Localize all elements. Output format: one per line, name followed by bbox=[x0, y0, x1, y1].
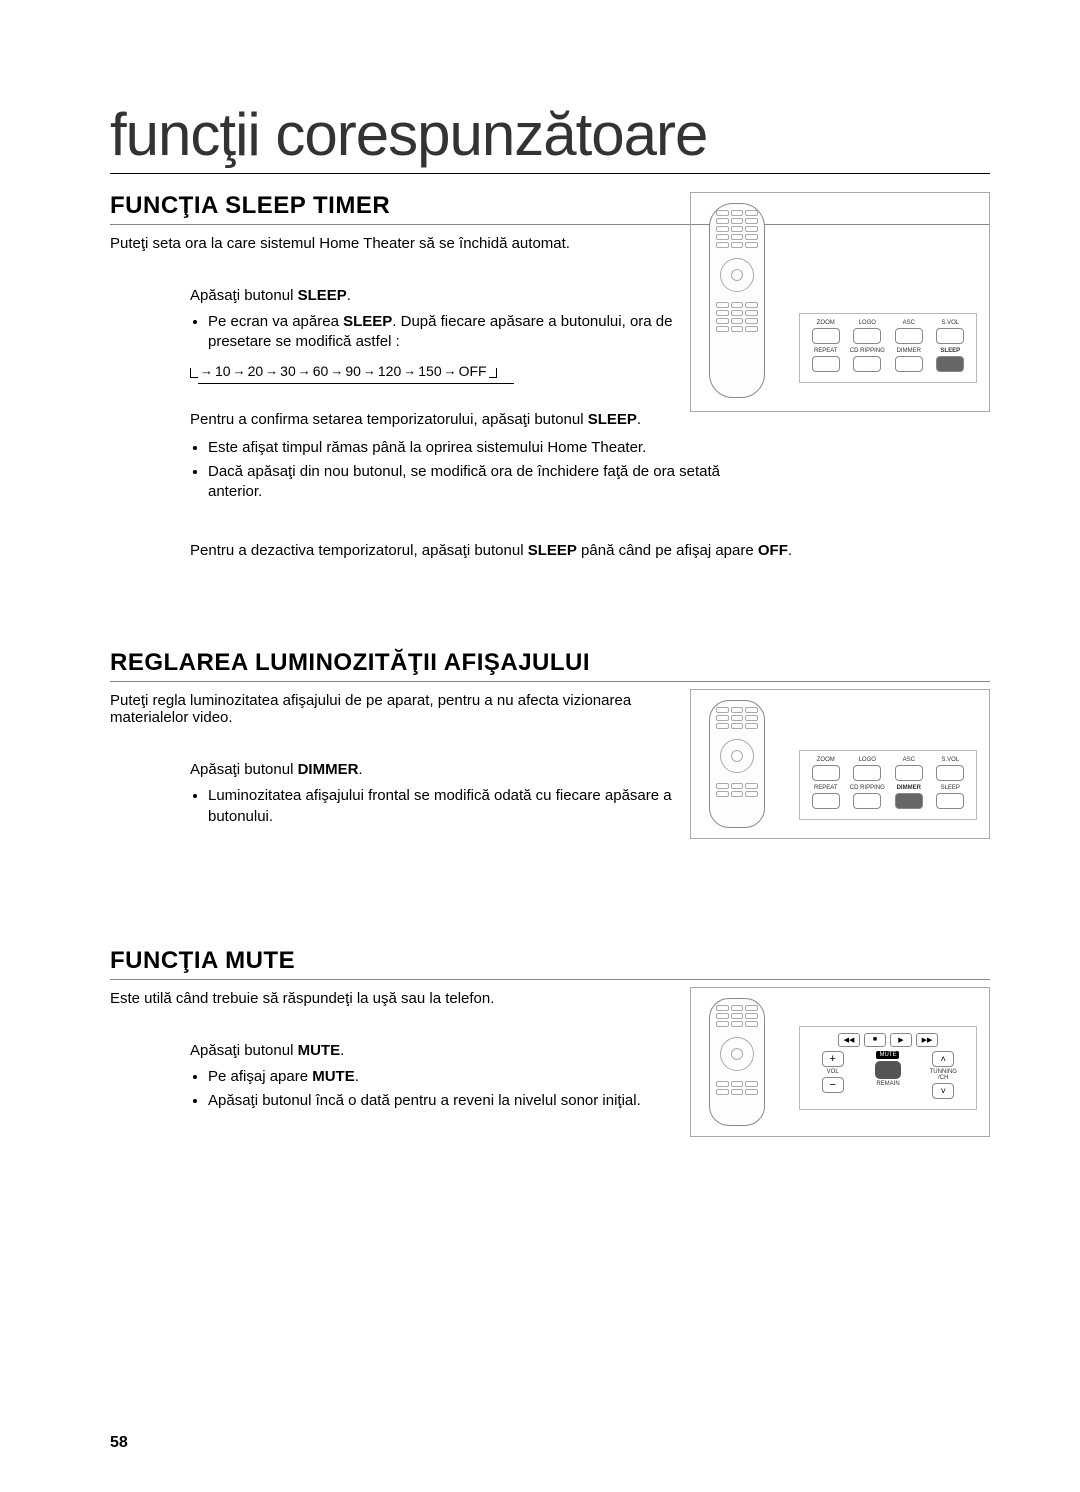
section-mute: FUNCŢIA MUTE Este utilă când trebuie să … bbox=[110, 947, 990, 1112]
mute-button-icon bbox=[875, 1061, 901, 1079]
mute-label: MUTE bbox=[876, 1051, 899, 1059]
label-sleep: SLEEP bbox=[941, 785, 960, 791]
remote-icon bbox=[709, 998, 765, 1126]
section-dimmer: REGLAREA LUMINOZITĂŢII AFIŞAJULUI Puteţi… bbox=[110, 649, 990, 827]
label-zoom: ZOOM bbox=[817, 757, 835, 763]
zoom-button-icon bbox=[812, 328, 840, 344]
svol-button-icon bbox=[936, 765, 964, 781]
dimmer-button-icon bbox=[895, 356, 923, 372]
remain-caption: REMAIN bbox=[876, 1081, 899, 1087]
rewind-icon: ◀◀ bbox=[838, 1033, 860, 1047]
vol-caption: VOL bbox=[827, 1069, 839, 1075]
sleep-deactivate-line: Pentru a dezactiva temporizatorul, apăsa… bbox=[190, 542, 930, 559]
asc-button-icon bbox=[895, 328, 923, 344]
chapter-title: funcţii corespunzătoare bbox=[110, 100, 990, 174]
label-repeat: REPEAT bbox=[814, 785, 838, 791]
label-asc: ASC bbox=[903, 757, 915, 763]
mute-heading: FUNCŢIA MUTE bbox=[110, 947, 990, 980]
sleep-press-line: Apăsaţi butonul SLEEP. bbox=[190, 287, 730, 304]
cdrip-button-icon bbox=[853, 356, 881, 372]
label-dimmer: DIMMER bbox=[897, 785, 921, 791]
sleep-confirm-line: Pentru a confirma setarea temporizatorul… bbox=[190, 409, 730, 430]
dimmer-press-line: Apăsaţi butonul DIMMER. bbox=[190, 761, 730, 778]
svol-button-icon bbox=[936, 328, 964, 344]
remote-icon bbox=[709, 203, 765, 398]
label-asc: ASC bbox=[903, 320, 915, 326]
sleep-illustration: ZOOM LOGO ASC S.VOL REPEAT CD RIPPING DI… bbox=[690, 192, 990, 412]
ch-up-icon: ˄ bbox=[932, 1051, 954, 1067]
section-sleep-timer: FUNCŢIA SLEEP TIMER Puteţi seta ora la c… bbox=[110, 192, 990, 559]
asc-button-icon bbox=[895, 765, 923, 781]
label-logo: LOGO bbox=[859, 320, 876, 326]
tuning-caption: TUNNING/CH bbox=[930, 1069, 957, 1081]
sleep-confirm-bullet-1: Este afişat timpul rămas până la oprirea… bbox=[208, 438, 730, 458]
label-repeat: REPEAT bbox=[814, 348, 838, 354]
page-number: 58 bbox=[110, 1434, 128, 1452]
mute-bullet-1: Pe afişaj apare MUTE. bbox=[208, 1067, 730, 1087]
label-logo: LOGO bbox=[859, 757, 876, 763]
repeat-button-icon bbox=[812, 356, 840, 372]
play-icon: ▶ bbox=[890, 1033, 912, 1047]
label-zoom: ZOOM bbox=[817, 320, 835, 326]
dimmer-bullet-1: Luminozitatea afişajului frontal se modi… bbox=[208, 786, 730, 827]
sleep-inset-panel: ZOOM LOGO ASC S.VOL REPEAT CD RIPPING DI… bbox=[799, 313, 977, 383]
sleep-sequence: →10 →20 →30 →60 →90 →120 →150 →OFF bbox=[190, 363, 730, 379]
ch-down-icon: ˅ bbox=[932, 1083, 954, 1099]
logo-button-icon bbox=[853, 328, 881, 344]
vol-down-icon: − bbox=[822, 1077, 844, 1093]
label-svol: S.VOL bbox=[941, 757, 959, 763]
sleep-confirm-bullet-2: Dacă apăsaţi din nou butonul, se modific… bbox=[208, 462, 730, 503]
sleep-bullet-1: Pe ecran va apărea SLEEP. După fiecare a… bbox=[208, 312, 730, 353]
vol-up-icon: + bbox=[822, 1051, 844, 1067]
label-cdrip: CD RIPPING bbox=[850, 785, 885, 791]
label-cdrip: CD RIPPING bbox=[850, 348, 885, 354]
sleep-button-icon bbox=[936, 356, 964, 372]
dimmer-inset-panel: ZOOM LOGO ASC S.VOL REPEAT CD RIPPING DI… bbox=[799, 750, 977, 820]
dimmer-illustration: ZOOM LOGO ASC S.VOL REPEAT CD RIPPING DI… bbox=[690, 689, 990, 839]
label-dimmer: DIMMER bbox=[897, 348, 921, 354]
label-svol: S.VOL bbox=[941, 320, 959, 326]
dimmer-button-icon bbox=[895, 793, 923, 809]
logo-button-icon bbox=[853, 765, 881, 781]
mute-illustration: ◀◀ ■ ▶ ▶▶ + VOL − MUTE REMAIN bbox=[690, 987, 990, 1137]
remote-icon bbox=[709, 700, 765, 828]
mute-bullet-2: Apăsaţi butonul încă o dată pentru a rev… bbox=[208, 1091, 730, 1111]
label-sleep: SLEEP bbox=[940, 348, 960, 354]
mute-press-line: Apăsaţi butonul MUTE. bbox=[190, 1042, 730, 1059]
stop-icon: ■ bbox=[864, 1033, 886, 1047]
dimmer-heading: REGLAREA LUMINOZITĂŢII AFIŞAJULUI bbox=[110, 649, 990, 682]
repeat-button-icon bbox=[812, 793, 840, 809]
zoom-button-icon bbox=[812, 765, 840, 781]
mute-inset-panel: ◀◀ ■ ▶ ▶▶ + VOL − MUTE REMAIN bbox=[799, 1026, 977, 1110]
cdrip-button-icon bbox=[853, 793, 881, 809]
dimmer-intro: Puteţi regla luminozitatea afişajului de… bbox=[110, 692, 650, 726]
ffwd-icon: ▶▶ bbox=[916, 1033, 938, 1047]
sleep-button-icon bbox=[936, 793, 964, 809]
